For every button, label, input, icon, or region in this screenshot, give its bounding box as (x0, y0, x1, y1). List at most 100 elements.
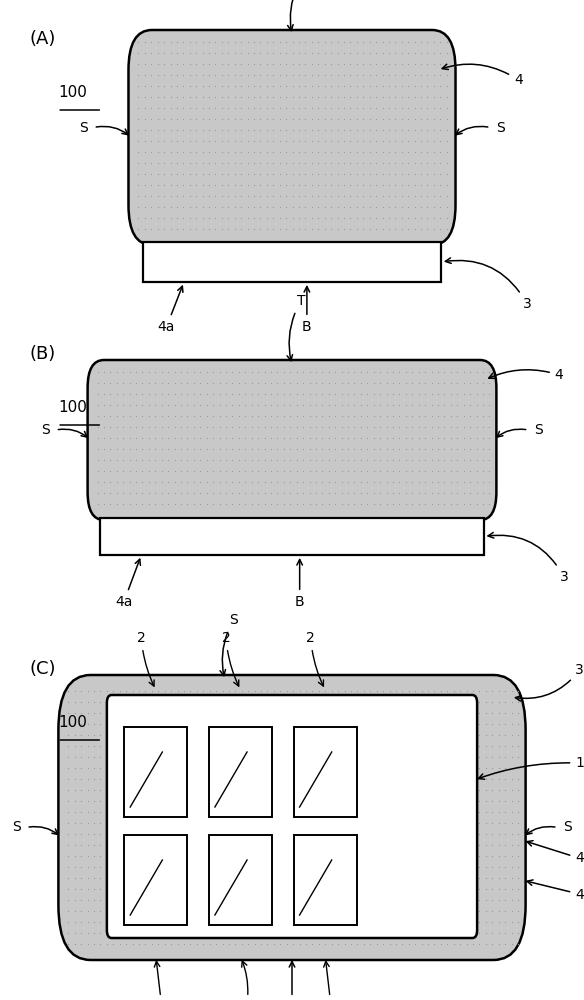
Point (215, 397, 224, 413)
Point (102, 837, 112, 853)
Point (134, 892, 144, 908)
Point (333, 221, 342, 237)
Point (237, 100, 246, 116)
Point (308, 892, 317, 908)
Point (411, 771, 420, 787)
Point (485, 408, 494, 424)
Point (247, 474, 256, 490)
Point (269, 694, 279, 710)
Point (134, 694, 144, 710)
Point (462, 771, 471, 787)
Point (288, 45, 297, 61)
Point (346, 694, 356, 710)
Point (266, 419, 276, 435)
Point (404, 738, 413, 754)
Text: (B): (B) (29, 345, 55, 363)
Point (417, 859, 426, 875)
Point (337, 452, 346, 468)
Point (269, 771, 279, 787)
Point (237, 210, 246, 226)
Point (494, 881, 503, 897)
Point (147, 837, 157, 853)
Point (430, 694, 439, 710)
Point (99, 419, 109, 435)
Point (93, 441, 102, 457)
Point (256, 837, 266, 853)
Point (263, 771, 272, 787)
Point (288, 936, 298, 952)
Point (125, 364, 134, 380)
Point (172, 78, 182, 94)
Point (179, 122, 188, 138)
Point (298, 397, 308, 413)
Point (423, 848, 433, 864)
Point (141, 881, 150, 897)
Point (456, 903, 465, 919)
Point (256, 155, 265, 171)
Point (365, 122, 374, 138)
Point (230, 199, 239, 215)
Point (125, 496, 134, 512)
Point (70, 738, 79, 754)
Point (199, 903, 208, 919)
Point (308, 760, 317, 776)
Point (166, 67, 175, 83)
Point (388, 408, 398, 424)
Point (121, 826, 131, 842)
Point (154, 892, 163, 908)
Point (494, 749, 503, 765)
Point (234, 452, 244, 468)
Point (359, 793, 369, 809)
Point (456, 870, 465, 886)
FancyBboxPatch shape (58, 675, 526, 960)
Point (372, 804, 381, 820)
Point (231, 848, 240, 864)
Point (198, 34, 207, 50)
Point (121, 771, 131, 787)
Point (282, 716, 291, 732)
Point (109, 826, 118, 842)
Point (211, 760, 221, 776)
Point (230, 122, 239, 138)
Point (417, 837, 426, 853)
Point (183, 375, 192, 391)
Point (417, 782, 426, 798)
Point (333, 100, 342, 116)
Point (481, 716, 491, 732)
Point (241, 452, 250, 468)
Text: 3: 3 (488, 533, 568, 584)
Point (507, 705, 516, 721)
Point (294, 45, 304, 61)
Point (96, 914, 105, 930)
Point (321, 804, 330, 820)
Point (172, 111, 182, 127)
Point (204, 199, 214, 215)
Point (318, 364, 327, 380)
Point (346, 199, 355, 215)
Point (478, 419, 488, 435)
Point (83, 694, 92, 710)
Point (378, 683, 388, 699)
Point (204, 133, 214, 149)
Point (350, 375, 359, 391)
Point (326, 188, 336, 204)
Point (183, 397, 192, 413)
Point (199, 914, 208, 930)
Point (279, 452, 288, 468)
Point (363, 397, 372, 413)
Point (340, 848, 349, 864)
Point (359, 738, 369, 754)
Point (420, 397, 430, 413)
Point (468, 870, 478, 886)
Point (436, 133, 445, 149)
Point (185, 221, 194, 237)
Point (391, 881, 401, 897)
Point (436, 705, 446, 721)
Point (109, 815, 118, 831)
Point (456, 914, 465, 930)
Point (340, 870, 349, 886)
Point (185, 34, 194, 50)
Point (179, 771, 189, 787)
Point (366, 881, 375, 897)
Point (372, 782, 381, 798)
